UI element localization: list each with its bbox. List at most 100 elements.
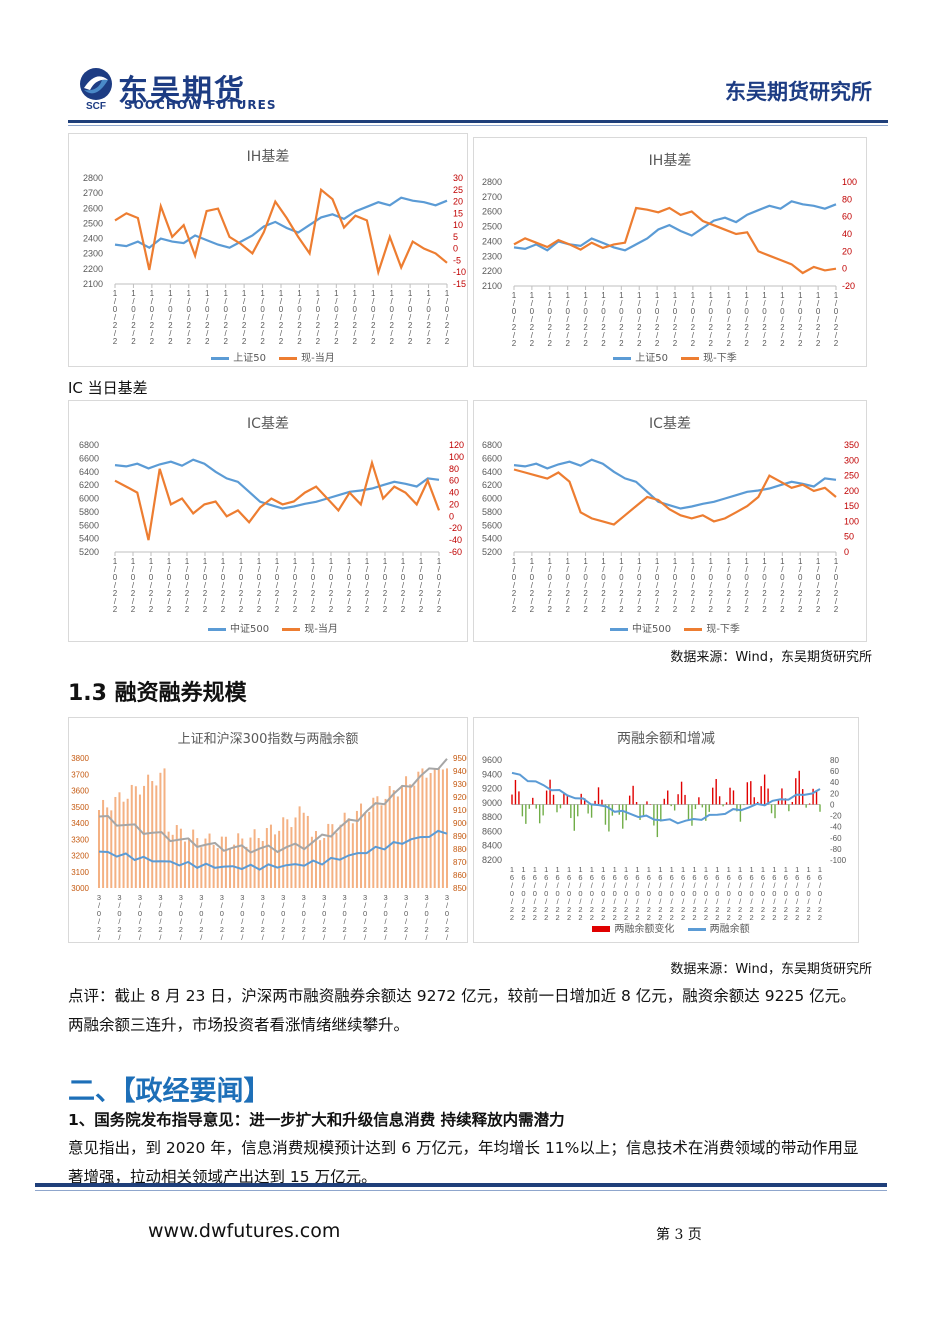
x-axis-tick-label: /: [728, 897, 731, 906]
x-axis-tick-label: 0: [590, 889, 594, 898]
margin-bar: [196, 838, 199, 888]
x-axis-tick-label: /: [781, 597, 784, 606]
margin-bar: [400, 785, 403, 888]
axis-tick-label: 300: [844, 455, 859, 465]
x-axis-tick-label: 2: [749, 913, 753, 922]
x-axis-tick-label: 1: [365, 557, 370, 566]
x-axis-tick-label: 0: [762, 573, 767, 582]
x-axis-tick-label: /: [728, 331, 731, 340]
x-axis-tick-label: 0: [384, 909, 388, 918]
x-axis-tick-label: /: [728, 299, 731, 308]
x-axis-tick-label: /: [656, 565, 659, 574]
change-bar: [698, 797, 700, 805]
x-axis-tick-label: 2: [834, 323, 839, 332]
x-axis-tick-label: 1: [260, 289, 265, 298]
x-axis-tick-label: 2: [658, 905, 662, 914]
x-axis-tick-label: 2: [798, 605, 803, 614]
x-axis-tick-label: 0: [761, 889, 765, 898]
x-axis-tick-label: /: [348, 597, 351, 606]
change-bar: [784, 798, 787, 805]
x-axis-tick-label: 6: [772, 873, 776, 882]
axis-tick-label: 100: [842, 177, 857, 187]
x-axis-tick-label: 6: [567, 873, 571, 882]
margin-bar: [183, 841, 186, 888]
x-axis-tick-label: 2: [275, 605, 280, 614]
x-axis-tick-label: 0: [203, 573, 208, 582]
x-axis-tick-label: 2: [322, 941, 326, 942]
x-axis-tick-label: 1: [512, 557, 517, 566]
x-axis-tick-label: 2: [223, 337, 228, 346]
x-axis-tick-label: 1: [185, 557, 190, 566]
x-axis-tick-label: 2: [658, 913, 662, 922]
x-axis-tick-label: 2: [637, 605, 642, 614]
x-axis-tick-label: 1: [131, 289, 136, 298]
x-axis-tick-label: 2: [365, 589, 370, 598]
x-axis-tick-label: 2: [311, 605, 316, 614]
x-axis-tick-label: 2: [293, 589, 298, 598]
margin-bar: [347, 818, 350, 888]
x-axis-tick-label: /: [159, 917, 162, 926]
change-bar: [694, 804, 697, 810]
website-link[interactable]: www.dwfutures.com: [148, 1220, 341, 1242]
x-axis-tick-label: /: [567, 565, 570, 574]
x-axis-tick-label: /: [799, 565, 802, 574]
x-axis-tick-label: 2: [437, 605, 442, 614]
x-axis-tick-label: /: [745, 315, 748, 324]
ic-daily-label: IC 当日基差: [68, 379, 148, 397]
x-axis-tick-label: 6: [533, 873, 537, 882]
x-axis-tick-label: 0: [437, 573, 442, 582]
x-axis-tick-label: 1: [818, 865, 822, 874]
legend-basis-next-quarter: 现-下季: [706, 624, 740, 635]
x-axis-tick-label: 2: [168, 337, 173, 346]
x-axis-tick-label: 1: [691, 291, 696, 300]
x-axis-tick-label: 0: [834, 573, 839, 582]
x-axis-tick-label: /: [262, 917, 265, 926]
x-axis-tick-label: 2: [281, 941, 285, 942]
change-bar: [763, 774, 766, 805]
axis-tick-label: 200: [844, 486, 859, 496]
x-axis-tick-label: /: [751, 881, 754, 890]
change-bar: [815, 791, 818, 805]
axis-tick-label: 5800: [482, 507, 502, 517]
x-axis-tick-label: /: [728, 597, 731, 606]
change-bar: [691, 804, 693, 826]
x-axis-tick-label: /: [799, 597, 802, 606]
change-bar: [618, 804, 620, 815]
x-axis-tick-label: 1: [445, 289, 450, 298]
axis-tick-label: -20: [842, 281, 855, 291]
chart-legend: 上证50 现-下季: [474, 349, 866, 364]
chart-ih-basis-next-quarter: IH基差 2800 2700 2600 2500 2400 2300 2200 2100 100…: [473, 137, 867, 367]
x-axis-tick-label: 2: [762, 339, 767, 348]
x-axis-tick-label: 2: [353, 337, 358, 346]
axis-tick-label: 9500: [453, 754, 467, 763]
x-axis-tick-label: 2: [281, 925, 285, 934]
x-axis-tick-label: 2: [167, 605, 172, 614]
axis-tick-label: 20: [830, 789, 839, 798]
change-bar: [608, 804, 610, 832]
x-axis-tick-label: 2: [220, 925, 224, 934]
axis-tick-label: 8600: [453, 871, 467, 880]
x-axis-tick-label: 2: [371, 337, 376, 346]
margin-bar: [413, 785, 416, 888]
x-axis-tick-label: /: [674, 581, 677, 590]
x-axis-tick-label: /: [636, 897, 639, 906]
margin-bar: [98, 810, 100, 888]
axis-tick-label: 40: [842, 229, 852, 239]
x-axis-tick-label: 2: [583, 589, 588, 598]
x-axis-tick-label: /: [330, 565, 333, 574]
x-axis-tick-label: /: [98, 917, 101, 926]
x-axis-tick-label: /: [656, 597, 659, 606]
axis-tick-label: -20: [449, 523, 462, 533]
x-axis-tick-label: 2: [798, 589, 803, 598]
x-axis-tick-label: /: [710, 315, 713, 324]
axis-tick-label: 6600: [482, 453, 502, 463]
x-axis-tick-label: /: [114, 581, 117, 590]
margin-bar: [417, 771, 420, 888]
x-axis-tick-label: /: [323, 917, 326, 926]
axis-tick-label: 20: [453, 197, 463, 207]
x-axis-tick-label: 2: [363, 941, 367, 942]
x-axis-tick-label: 0: [530, 307, 535, 316]
axis-tick-label: 3700: [71, 770, 89, 779]
x-axis-tick-label: /: [114, 597, 117, 606]
x-axis-tick-label: 2: [187, 337, 192, 346]
